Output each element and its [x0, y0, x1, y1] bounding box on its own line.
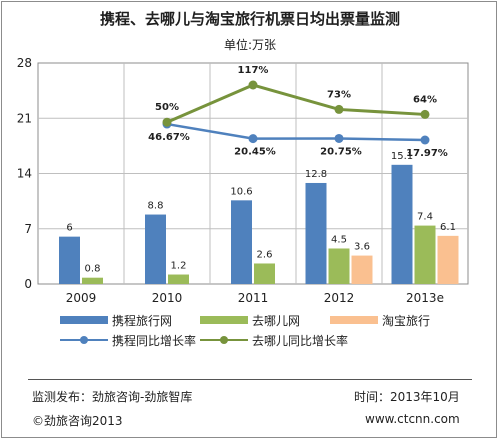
growth-data-label: 17.97%	[406, 148, 448, 159]
chart-title: 携程、去哪儿与淘宝旅行机票日均出票量监测	[99, 10, 400, 28]
bar-data-label: 3.6	[354, 242, 370, 253]
growth-point-1-2	[248, 80, 258, 90]
footer-copyright: ©劲旅咨询2013	[32, 414, 123, 428]
bar-1-0	[82, 277, 103, 284]
growth-point-0-2	[248, 134, 258, 144]
bar-0-1	[145, 214, 166, 284]
legend-label-taobao: 淘宝旅行	[382, 313, 431, 328]
y-tick-label: 0	[24, 277, 32, 291]
legend-label-ctrip: 携程旅行网	[112, 313, 173, 328]
footer-website: www.ctcnn.com	[365, 412, 460, 426]
x-tick-label: 2012	[324, 291, 355, 305]
legend-label-ctrip-growth: 携程同比增长率	[112, 333, 197, 348]
growth-point-0-3	[334, 133, 344, 143]
bar-data-label: 0.8	[85, 264, 101, 275]
legend-swatch-taobao	[330, 316, 378, 324]
bar-1-2	[254, 263, 275, 284]
growth-data-label: 64%	[413, 94, 437, 105]
bar-0-0	[59, 236, 80, 284]
x-tick-label: 2009	[66, 291, 97, 305]
bar-data-label: 7.4	[417, 212, 433, 223]
bar-data-label: 8.8	[148, 201, 164, 212]
chart-unit-label: 单位:万张	[223, 38, 277, 52]
bar-data-label: 6.1	[440, 222, 456, 233]
growth-line-1	[166, 83, 426, 124]
legend-item-taobao: 淘宝旅行	[330, 313, 431, 328]
bar-data-label: 4.5	[331, 234, 347, 245]
bar-0-3	[305, 182, 327, 284]
y-tick-label: 14	[17, 167, 32, 181]
legend-item-ctrip-growth: 携程同比增长率	[60, 333, 197, 348]
growth-data-label: 73%	[327, 89, 351, 100]
bar-0-4	[391, 164, 413, 284]
legend-item-ctrip: 携程旅行网	[60, 313, 173, 328]
bar-data-label: 1.2	[171, 261, 187, 272]
legend-label-qunar: 去哪儿网	[252, 313, 301, 328]
legend-item-qunar-growth: 去哪儿同比增长率	[200, 333, 349, 348]
bar-2-3	[351, 255, 373, 284]
growth-data-label: 117%	[238, 65, 269, 76]
footer-time: 时间：2013年10月	[354, 390, 460, 404]
bar-data-label: 12.8	[305, 169, 327, 180]
growth-data-label: 20.75%	[320, 146, 362, 157]
growth-point-1-1	[162, 117, 172, 127]
growth-point-0-4	[420, 135, 430, 145]
legend-swatch-ctrip	[60, 316, 108, 324]
footer-divider	[28, 379, 472, 380]
bar-data-label: 2.6	[257, 249, 273, 260]
y-tick-label: 28	[17, 56, 32, 70]
x-tick-label: 2011	[238, 291, 269, 305]
legend-line-ctrip-growth	[60, 333, 108, 347]
growth-point-1-4	[420, 109, 430, 119]
growth-point-1-3	[334, 104, 344, 114]
legend-line-qunar-growth	[200, 333, 248, 347]
growth-data-label: 20.45%	[234, 147, 276, 158]
bar-1-1	[168, 274, 189, 284]
y-tick-label: 7	[24, 222, 32, 236]
y-tick-label: 21	[17, 111, 32, 125]
bar-2-4	[437, 235, 459, 284]
growth-data-label: 50%	[155, 102, 179, 113]
legend-swatch-qunar	[200, 316, 248, 324]
bar-data-label: 10.6	[230, 186, 252, 197]
footer-source: 监测发布：劲旅咨询-劲旅智库	[32, 390, 193, 404]
bar-1-3	[328, 248, 350, 284]
x-tick-label: 2010	[152, 291, 183, 305]
growth-line-0	[166, 122, 426, 142]
legend-label-qunar-growth: 去哪儿同比增长率	[252, 333, 349, 348]
legend-item-qunar: 去哪儿网	[200, 313, 301, 328]
growth-data-label: 46.67%	[148, 132, 190, 143]
bar-1-4	[414, 225, 436, 284]
bar-data-label: 15.1	[391, 151, 413, 162]
bar-data-label: 6	[66, 223, 72, 234]
x-tick-label: 2013e	[406, 291, 444, 305]
bar-0-2	[231, 200, 252, 284]
